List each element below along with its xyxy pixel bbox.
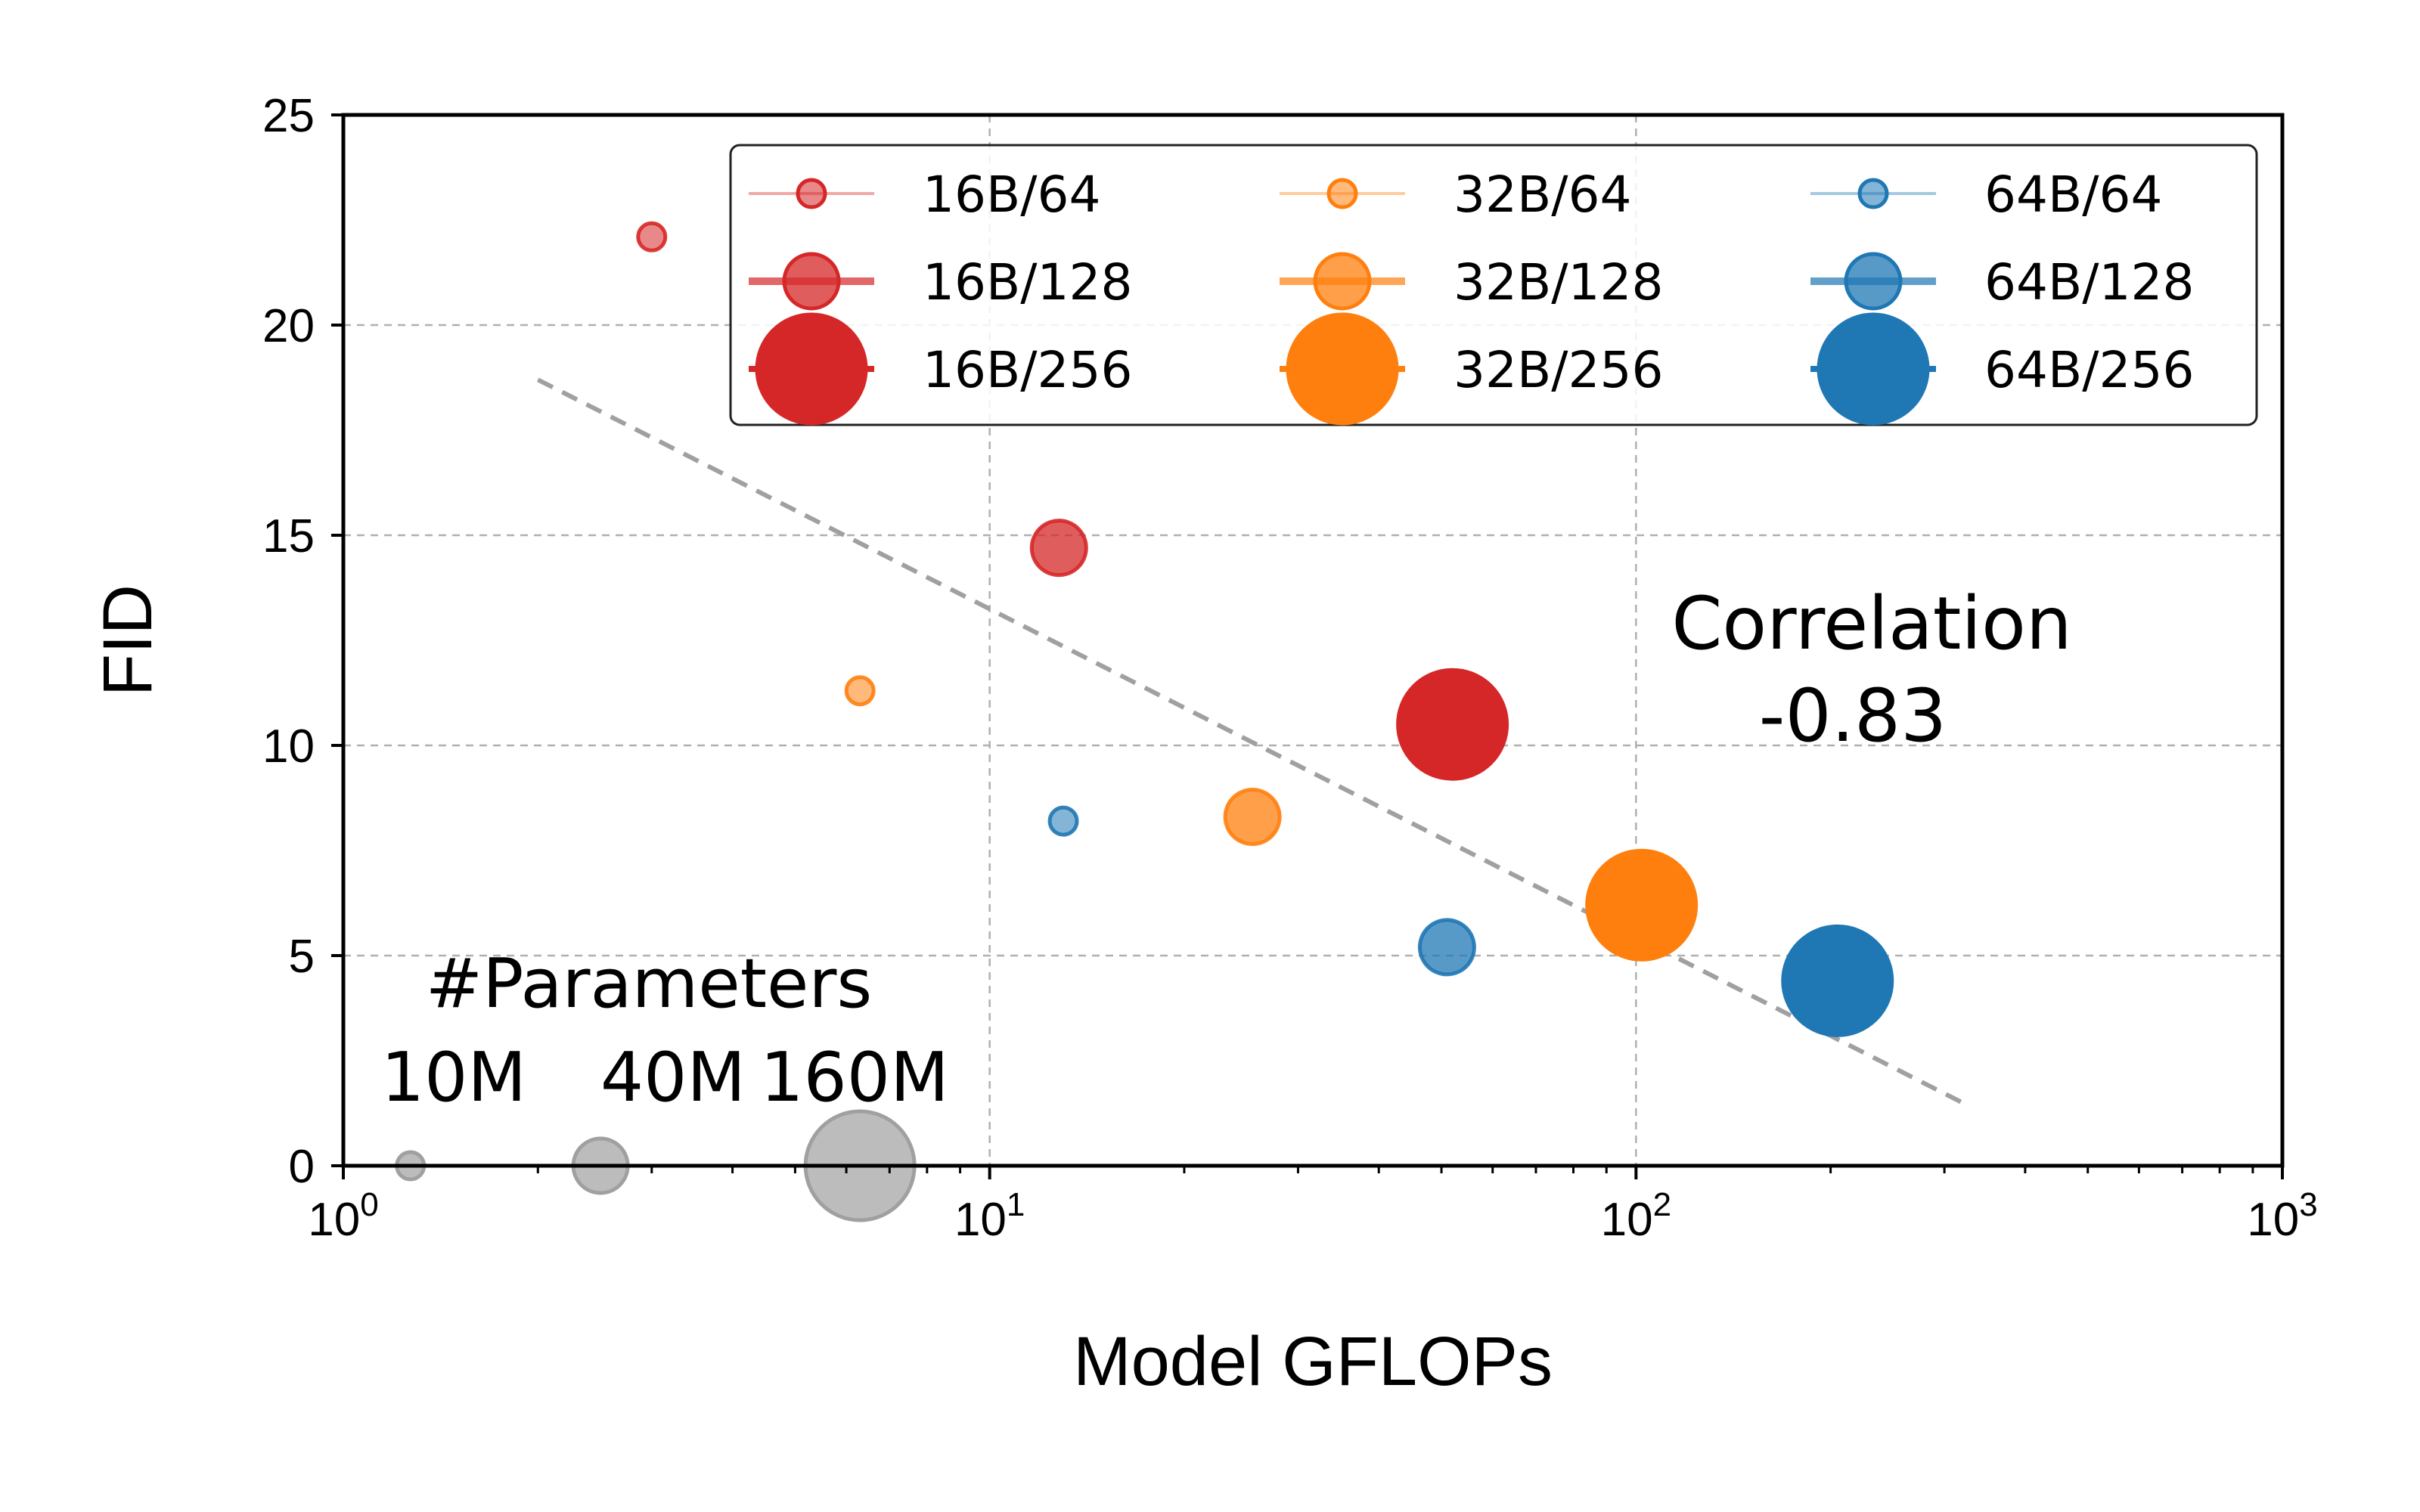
- size-label-40m: 40M: [600, 1038, 746, 1117]
- trendline: [536, 377, 1964, 1105]
- x-tick-exponent: 3: [2299, 1186, 2317, 1223]
- x-tick-exponent: 0: [360, 1186, 378, 1223]
- size-label-160m: 160M: [760, 1038, 948, 1117]
- legend-label-16B-256: 16B/256: [923, 341, 1132, 399]
- legend-marker-16B-64: [796, 178, 827, 209]
- size-label-10m: 10M: [381, 1038, 526, 1117]
- data-points: [636, 221, 1894, 1037]
- y-tick-label: 10: [262, 720, 315, 773]
- legend-marker-64B-256: [1817, 312, 1930, 426]
- legend-label-64B-256: 64B/256: [1984, 341, 2194, 399]
- x-tick-label: 103: [2247, 1186, 2317, 1246]
- correlation-label: Correlation: [1671, 581, 2071, 666]
- point-64B-128: [1417, 918, 1476, 977]
- y-tick-label: 25: [262, 90, 315, 142]
- legend-marker-64B-128: [1844, 252, 1903, 311]
- y-axis-label: FID: [89, 584, 166, 696]
- y-tick-label: 15: [262, 510, 315, 562]
- point-16B-128: [1029, 519, 1088, 578]
- legend-marker-64B-64: [1857, 178, 1889, 209]
- legend-label-32B-64: 32B/64: [1454, 166, 1631, 224]
- size-legend: 10M 40M 160M: [381, 1038, 949, 1222]
- point-32B-128: [1223, 788, 1282, 847]
- size-legend-title: #Parameters: [426, 944, 873, 1024]
- correlation-value: -0.83: [1759, 674, 1947, 758]
- legend-marker-32B-64: [1326, 178, 1358, 209]
- legend: 16B/64 16B/128 16B/256 32B/64 32B/128 32B/256…: [729, 144, 2258, 426]
- point-32B-64: [844, 675, 876, 707]
- x-tick-base: 10: [2247, 1194, 2299, 1246]
- legend-label-64B-64: 64B/64: [1984, 166, 2162, 224]
- point-64B-256: [1781, 924, 1894, 1037]
- point-64B-64: [1047, 805, 1079, 837]
- x-tick-exponent: 1: [1007, 1186, 1025, 1223]
- point-16B-64: [636, 221, 668, 253]
- legend-label-16B-64: 16B/64: [923, 166, 1100, 224]
- y-tick-label: 0: [289, 1141, 315, 1193]
- y-tick-label: 20: [262, 300, 315, 352]
- x-tick-exponent: 2: [1653, 1186, 1671, 1223]
- x-tick-label: 100: [308, 1186, 378, 1246]
- legend-label-16B-128: 16B/128: [923, 253, 1132, 311]
- x-tick-label: 101: [954, 1186, 1025, 1246]
- legend-marker-16B-256: [755, 312, 868, 426]
- trendline-layer: [536, 377, 1964, 1105]
- point-32B-256: [1585, 848, 1699, 962]
- point-16B-256: [1396, 668, 1509, 781]
- x-axis-label: Model GFLOPs: [1073, 1323, 1553, 1400]
- y-tick-label: 5: [289, 931, 315, 983]
- x-tick-base: 10: [1601, 1194, 1653, 1246]
- x-tick-base: 10: [954, 1194, 1007, 1246]
- legend-marker-32B-256: [1286, 312, 1399, 426]
- legend-marker-16B-128: [782, 252, 841, 311]
- legend-label-32B-256: 32B/256: [1454, 341, 1663, 399]
- plot-frame: [341, 113, 2285, 1168]
- legend-label-64B-128: 64B/128: [1984, 253, 2194, 311]
- legend-marker-32B-128: [1313, 252, 1372, 311]
- x-tick-label: 102: [1601, 1186, 1671, 1246]
- legend-label-32B-128: 32B/128: [1454, 253, 1663, 311]
- x-tick-base: 10: [308, 1194, 360, 1246]
